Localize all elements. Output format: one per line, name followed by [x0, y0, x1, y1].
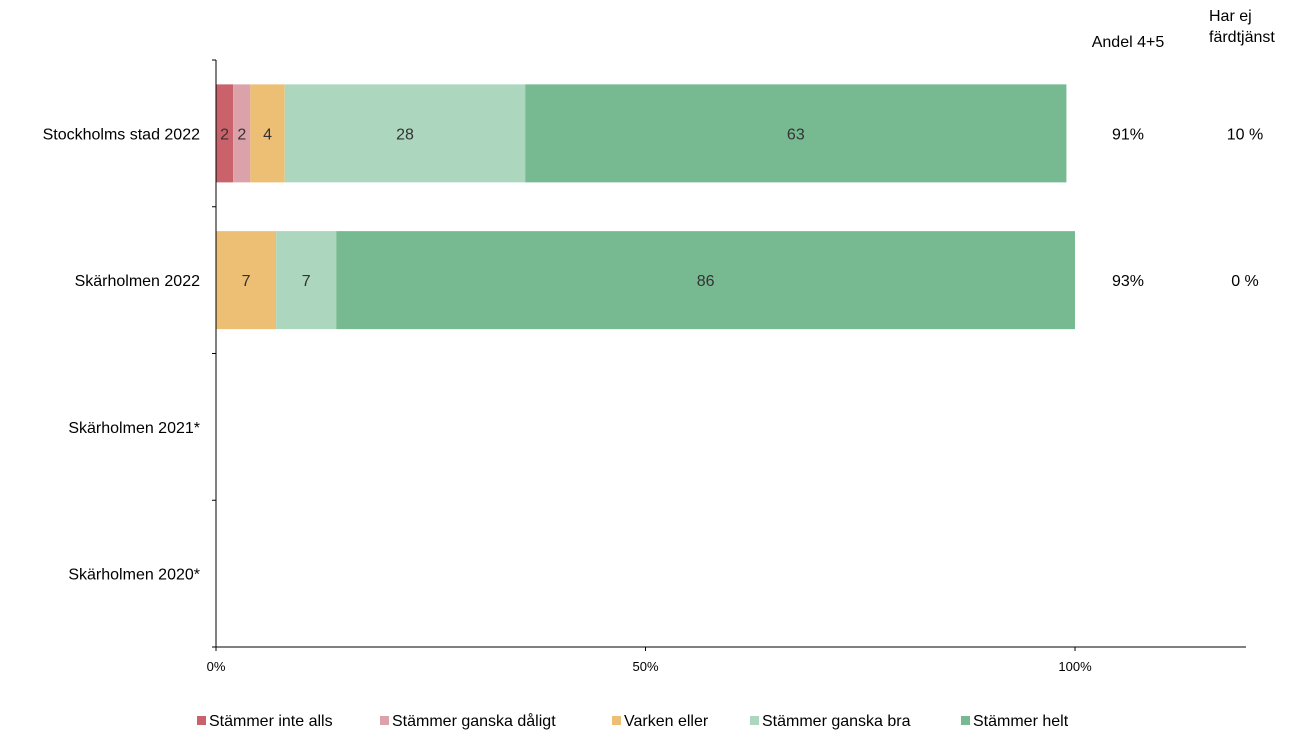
side-column-header: Har ej [1209, 8, 1252, 25]
bar-segment [525, 84, 1067, 183]
legend-swatch [197, 716, 206, 725]
category-label: Skärholmen 2021* [68, 420, 200, 437]
side-column-header: Andel 4+5 [1092, 34, 1165, 51]
data-label: 28 [396, 126, 414, 143]
category-label: Stockholms stad 2022 [43, 126, 201, 143]
segment-labels: 2 2 4 28 637 7 86 [220, 126, 805, 290]
x-tick-label: 0% [207, 659, 226, 674]
bar-segment [216, 84, 234, 183]
legend-label: Varken eller [624, 713, 709, 730]
legend-label: Stämmer ganska bra [762, 713, 911, 730]
data-label: 7 [302, 273, 311, 290]
side-columns: Andel 4+5 91% 93% Har ej färdtjänst 10 % 0 % [1092, 8, 1276, 290]
legend-swatch [750, 716, 759, 725]
data-label: 86 [697, 273, 715, 290]
side-column-value: 93% [1112, 273, 1144, 290]
data-label: 2 [220, 126, 229, 143]
side-column-value: 91% [1112, 126, 1144, 143]
bar-segment [336, 231, 1075, 330]
legend-label: Stämmer ganska dåligt [392, 712, 556, 730]
x-tick-label: 50% [632, 659, 658, 674]
category-label: Skärholmen 2022 [75, 273, 201, 290]
legend-swatch [612, 716, 621, 725]
side-column-value: 10 % [1227, 126, 1263, 143]
bar-segment [233, 84, 251, 183]
category-label: Skärholmen 2020* [68, 567, 200, 584]
side-column-header: färdtjänst [1209, 29, 1275, 46]
data-label: 2 [237, 126, 246, 143]
bar-segment [250, 84, 285, 183]
category-labels: Stockholms stad 2022 Skärholmen 2022 Skärh… [43, 126, 201, 583]
axes: 0% 50% 100% [207, 59, 1246, 674]
bar-segment [276, 231, 337, 330]
x-tick-label: 100% [1058, 659, 1092, 674]
legend-label: Stämmer helt [973, 713, 1069, 730]
legend-swatch [380, 716, 389, 725]
bars [216, 84, 1075, 330]
legend-swatch [961, 716, 970, 725]
data-label: 7 [242, 273, 251, 290]
side-column-value: 0 % [1231, 273, 1259, 290]
data-label: 63 [787, 126, 805, 143]
legend-label: Stämmer inte alls [209, 713, 333, 730]
bar-segment [216, 231, 277, 330]
data-label: 4 [263, 126, 272, 143]
legend: Stämmer inte alls Stämmer ganska dåligt Va… [197, 712, 1069, 730]
bar-segment [284, 84, 526, 183]
